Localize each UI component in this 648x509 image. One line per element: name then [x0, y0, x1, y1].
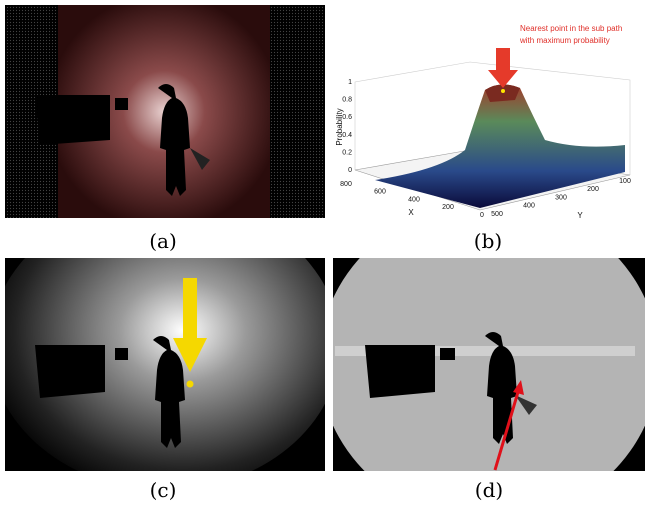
- plot-3d: Nearest point in the sub path with maxim…: [335, 24, 631, 220]
- tick-label: 400: [523, 203, 535, 210]
- tick-label: 0.8: [342, 97, 352, 104]
- tick-label: 400: [408, 196, 420, 203]
- caption: (a): [149, 229, 177, 253]
- tick-label: 0.6: [342, 114, 352, 121]
- annotation: Nearest point in the sub path: [520, 24, 622, 33]
- caption: (d): [475, 478, 503, 502]
- tick-label: 500: [491, 211, 503, 218]
- tick-label: 300: [555, 194, 567, 201]
- tick-label: 1: [348, 79, 352, 86]
- annotation-arrow: [488, 48, 518, 88]
- tick-label: 600: [374, 189, 386, 196]
- axis-label: X: [408, 208, 414, 217]
- tick-label: 200: [442, 204, 454, 211]
- tick-label: 800: [340, 181, 352, 188]
- peak-point: [501, 89, 505, 93]
- tick-label: 0: [480, 212, 484, 219]
- tick-label: 0: [348, 167, 352, 174]
- figure: (a) Nearest point in the sub path with m…: [0, 0, 648, 509]
- axis-label: Y: [577, 211, 583, 220]
- caption: (c): [150, 478, 177, 502]
- target-point: [187, 381, 194, 388]
- tick-label: 0.2: [342, 149, 352, 156]
- panel-b: Nearest point in the sub path with maxim…: [335, 24, 631, 253]
- annotation: with maximum probability: [519, 36, 610, 45]
- tick-label: 100: [619, 178, 631, 185]
- caption: (b): [474, 229, 502, 253]
- tick-label: 200: [587, 186, 599, 193]
- tick-label: 0.4: [342, 132, 352, 139]
- panel-a: (a): [5, 5, 325, 253]
